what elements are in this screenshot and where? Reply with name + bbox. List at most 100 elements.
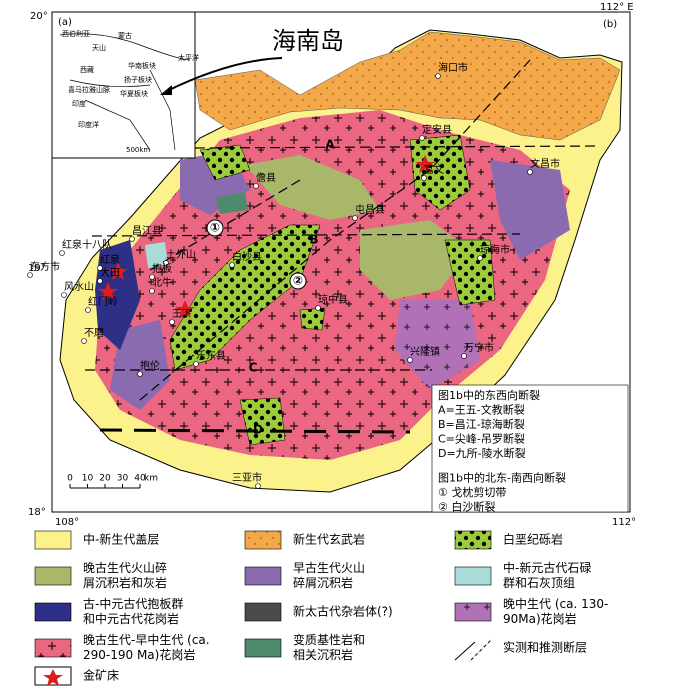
- inset-label: 印度: [72, 99, 86, 108]
- place-label: 昌江县: [132, 225, 162, 237]
- legend-label: 碎屑沉积岩: [293, 575, 353, 590]
- fault-mark-bg: [289, 272, 307, 290]
- fault-mark: D: [253, 423, 263, 437]
- place-label: 北牛: [152, 276, 172, 289]
- volcanic-olive: [360, 220, 470, 300]
- fault-mark: ①: [210, 221, 220, 235]
- legend-label: 和中元古代花岗岩: [83, 611, 179, 626]
- baoban-group: [95, 240, 140, 350]
- volcanic-purple: [490, 160, 570, 260]
- legend-swatch: [244, 566, 282, 586]
- place-label: 乐东县: [196, 349, 226, 362]
- legend-label: 白垩纪砾岩: [503, 532, 563, 547]
- legend-label: 晚中生代 (ca. 130-: [503, 596, 608, 611]
- fault-line: [139, 59, 531, 401]
- legend-label: 早古生代火山: [293, 560, 365, 575]
- fault-legend-text: D=九所-陵水断裂: [438, 446, 526, 460]
- place-dot: [435, 73, 441, 79]
- legend-swatch: [34, 602, 72, 622]
- conglomerate: [199, 144, 251, 181]
- place-label: 大田: [100, 266, 120, 279]
- place-dot: [407, 357, 413, 363]
- panel-label: (a): [58, 17, 72, 28]
- legend-label: 群和石灰顶组: [503, 576, 575, 590]
- fault-mark-bg: [206, 219, 224, 237]
- shilu-group: [145, 242, 168, 268]
- legend-swatch: [454, 566, 492, 586]
- inset-label: 太平洋: [178, 53, 199, 62]
- place-label: 红泉十八队: [62, 238, 112, 251]
- coord-label: 112°: [612, 517, 636, 528]
- fault-line: [91, 233, 521, 237]
- inset-label: 500km: [126, 146, 150, 154]
- arrow: [164, 57, 283, 93]
- legend-label: 新太古代杂岩体(?): [293, 604, 393, 619]
- place-dot: [59, 250, 65, 256]
- legend-label: 变质基性岩和: [293, 632, 365, 647]
- place-label: 抱伦: [140, 359, 160, 372]
- place-dot: [229, 262, 235, 268]
- inset-label: 天山: [92, 43, 106, 52]
- inset-label: 西藏: [80, 65, 94, 74]
- conglomerate: [444, 239, 496, 306]
- place-label: 琼中县: [318, 293, 348, 306]
- fault-legend-box: [431, 384, 629, 513]
- scale-label: 40: [134, 474, 146, 484]
- legend-label: 新生代玄武岩: [293, 532, 365, 547]
- place-label: 万宁市: [464, 341, 494, 354]
- scale-label: 30: [117, 474, 129, 484]
- legend-swatch: [454, 530, 492, 550]
- place-dot: [85, 307, 91, 313]
- faults: [85, 59, 601, 434]
- granite-late: [395, 300, 480, 390]
- fault-mark: A: [325, 138, 335, 152]
- gold-star: [98, 282, 118, 300]
- place-label: 海口市: [438, 61, 468, 74]
- place-dot: [149, 274, 155, 280]
- place-dot: [81, 338, 87, 344]
- legend-star: [43, 669, 63, 686]
- place-dot: [477, 255, 483, 261]
- place-dot: [352, 215, 358, 221]
- fault-mark: ②: [293, 274, 303, 288]
- legend-swatch: [244, 602, 282, 622]
- fault-legend-text: C=尖峰-吊罗断裂: [438, 432, 525, 446]
- place-label: 琼海市: [480, 243, 510, 256]
- place-dot: [315, 305, 321, 311]
- place-label: 红门岭: [88, 295, 118, 308]
- place-label: 不磨: [84, 327, 104, 339]
- legend-label: 屑沉积岩和灰岩: [83, 575, 167, 590]
- place-dot: [137, 371, 143, 377]
- fault-legend-text: ① 戈枕剪切带: [438, 485, 506, 499]
- legend-swatch: [244, 530, 282, 550]
- fault-legend-text: 图1b中的东西向断裂: [438, 388, 540, 402]
- fault-mark: B: [309, 233, 318, 247]
- fault-legend-text: ② 白沙断裂: [438, 500, 495, 514]
- conglomerate: [169, 224, 321, 371]
- fault-line: [194, 145, 601, 149]
- place-label: 屯昌县: [355, 203, 385, 216]
- place-dot: [163, 260, 169, 266]
- place-label: 风水山: [64, 281, 94, 293]
- legend-label: 90Ma)花岗岩: [503, 611, 577, 626]
- legend-fault-symbol: [468, 639, 492, 663]
- legend-label: 中-新元古代石碌: [503, 560, 591, 575]
- place-dot: [193, 361, 199, 367]
- place-label: 抱板: [152, 262, 172, 275]
- inset-label: 西伯利亚: [62, 29, 90, 38]
- inset-lines: [59, 33, 191, 151]
- place-dot: [169, 319, 175, 325]
- gold-star: [108, 262, 128, 280]
- inset-label: 扬子板块: [124, 75, 152, 84]
- inset-label: 华南板块: [128, 61, 156, 70]
- scale-label: 10: [82, 474, 94, 484]
- place-dot: [419, 135, 425, 141]
- volcanic-olive: [245, 155, 380, 220]
- fault-mark: C: [249, 361, 258, 375]
- place-dot: [461, 353, 467, 359]
- panel-label: (b): [603, 19, 617, 30]
- legend-swatch: [34, 530, 72, 550]
- place-dot: [253, 183, 259, 189]
- place-label: 兴隆镇: [410, 345, 440, 358]
- fault-legend-text: 图1b中的北东-南西向断裂: [438, 471, 566, 485]
